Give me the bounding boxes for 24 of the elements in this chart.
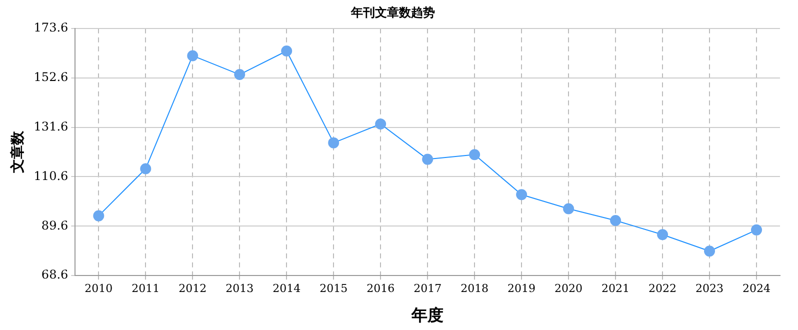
x-tick-label: 2023 [696,282,724,296]
x-tick-label: 2011 [132,282,160,296]
x-tick-label: 2024 [742,282,771,296]
x-tick-label: 2012 [178,282,207,296]
chart-title: 年刊文章数趋势 [350,5,435,20]
x-tick-label: 2013 [226,282,254,296]
x-tick-label: 2017 [414,282,442,296]
y-axis-title: 文章数 [9,130,26,174]
y-tick-label: 110.6 [34,168,68,183]
x-tick-label: 2016 [366,282,395,296]
x-tick-label: 2018 [460,282,489,296]
y-tick-label: 152.6 [34,70,68,84]
x-tick-label: 2020 [554,282,583,296]
x-tick-label: 2014 [272,282,301,296]
y-tick-label: 173.6 [34,20,68,35]
y-tick-label: 131.6 [34,119,68,134]
x-axis-title: 年度 [410,306,444,325]
x-tick-label: 2021 [602,282,630,296]
y-tick-label: 68.6 [41,268,68,282]
y-tick-label: 89.6 [41,218,68,232]
x-tick-label: 2019 [508,282,536,296]
x-tick-label: 2015 [320,282,348,296]
x-tick-label: 2022 [648,282,677,296]
x-tick-label: 2010 [84,282,113,296]
